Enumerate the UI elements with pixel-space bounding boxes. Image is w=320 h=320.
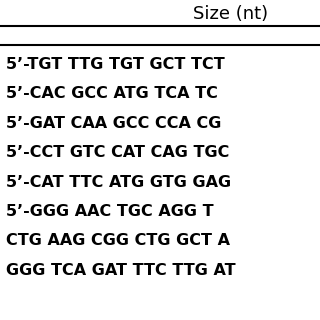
Text: 5’-CCT GTC CAT CAG TGC: 5’-CCT GTC CAT CAG TGC: [6, 145, 230, 160]
Text: Size (nt): Size (nt): [193, 5, 268, 23]
Text: CTG AAG CGG CTG GCT A: CTG AAG CGG CTG GCT A: [6, 233, 230, 248]
Text: 5’-GAT CAA GCC CCA CG: 5’-GAT CAA GCC CCA CG: [6, 116, 222, 131]
Text: GGG TCA GAT TTC TTG AT: GGG TCA GAT TTC TTG AT: [6, 263, 236, 278]
Text: 5’-TGT TTG TGT GCT TCT: 5’-TGT TTG TGT GCT TCT: [6, 57, 225, 72]
Text: 5’-GGG AAC TGC AGG T: 5’-GGG AAC TGC AGG T: [6, 204, 214, 219]
Text: 5’-CAC GCC ATG TCA TC: 5’-CAC GCC ATG TCA TC: [6, 86, 218, 101]
Text: 5’-CAT TTC ATG GTG GAG: 5’-CAT TTC ATG GTG GAG: [6, 175, 232, 189]
